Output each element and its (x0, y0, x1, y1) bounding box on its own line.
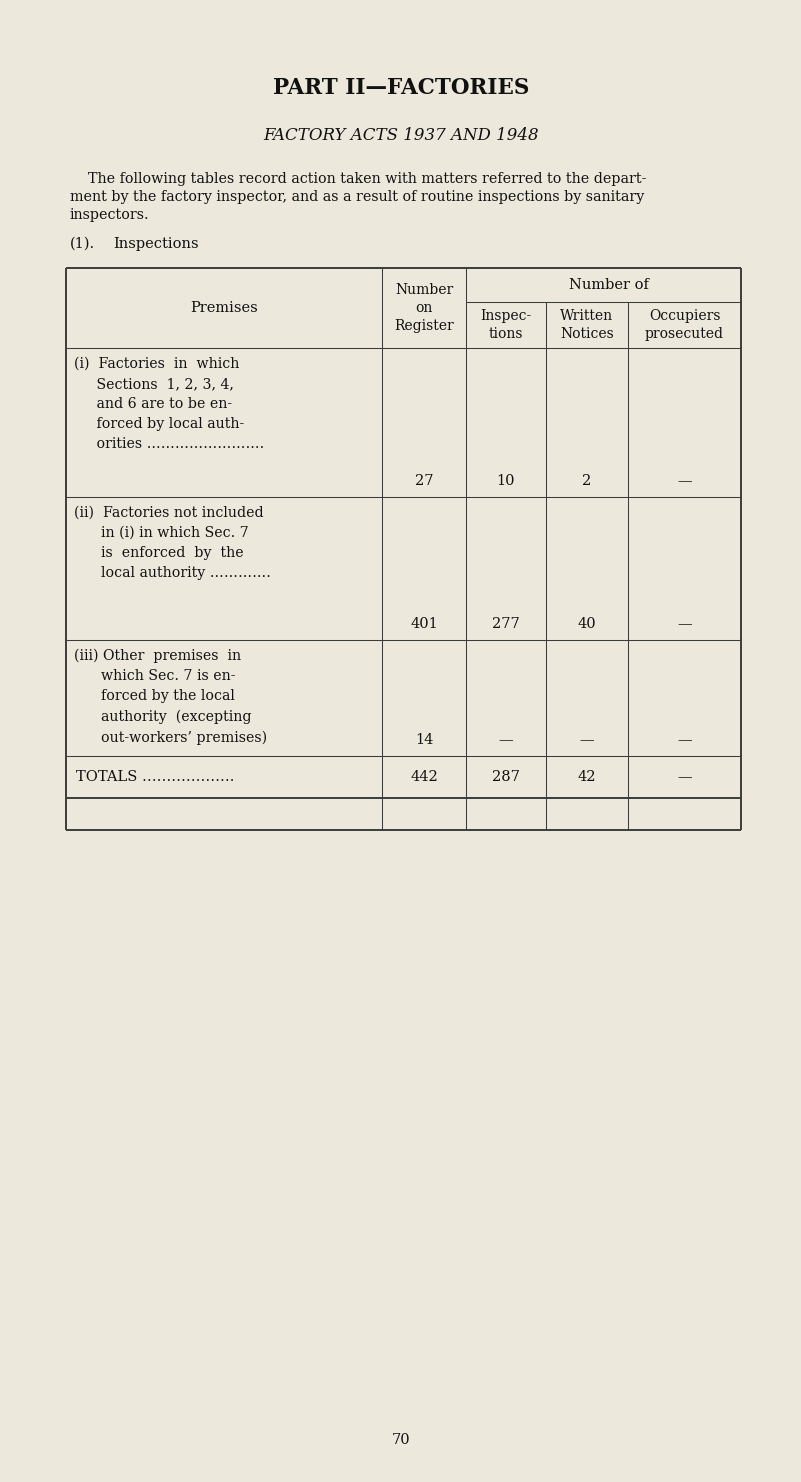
Text: 40: 40 (578, 617, 596, 631)
Text: 14: 14 (415, 734, 433, 747)
Text: 70: 70 (392, 1433, 410, 1446)
Text: —: — (580, 734, 594, 747)
Text: Occupiers
prosecuted: Occupiers prosecuted (645, 308, 724, 341)
Text: TOTALS ……………….: TOTALS ………………. (76, 771, 235, 784)
Text: (1).: (1). (70, 237, 95, 250)
Text: (ii)  Factories not included
      in (i) in which Sec. 7
      is  enforced  by: (ii) Factories not included in (i) in wh… (74, 505, 271, 579)
Text: The following tables record action taken with matters referred to the depart-: The following tables record action taken… (70, 172, 646, 187)
Text: Number
on
Register: Number on Register (394, 283, 454, 333)
Text: —: — (499, 734, 513, 747)
Text: Premises: Premises (190, 301, 258, 316)
Text: 10: 10 (497, 474, 515, 488)
Text: 401: 401 (410, 617, 438, 631)
Text: 2: 2 (582, 474, 592, 488)
Text: PART II—FACTORIES: PART II—FACTORIES (273, 77, 529, 99)
Text: inspectors.: inspectors. (70, 207, 150, 222)
Text: FACTORY ACTS 1937 AND 1948: FACTORY ACTS 1937 AND 1948 (264, 126, 539, 144)
Text: 27: 27 (415, 474, 433, 488)
Text: Number of: Number of (569, 279, 649, 292)
Text: ment by the factory inspector, and as a result of routine inspections by sanitar: ment by the factory inspector, and as a … (70, 190, 644, 205)
Text: Inspec-
tions: Inspec- tions (481, 308, 532, 341)
Text: 42: 42 (578, 771, 596, 784)
Text: Inspections: Inspections (113, 237, 199, 250)
Text: —: — (677, 617, 692, 631)
Text: (iii) Other  premises  in
      which Sec. 7 is en-
      forced by the local
  : (iii) Other premises in which Sec. 7 is … (74, 649, 267, 745)
Text: (i)  Factories  in  which
     Sections  1, 2, 3, 4,
     and 6 are to be en-
  : (i) Factories in which Sections 1, 2, 3,… (74, 357, 264, 451)
Text: —: — (677, 734, 692, 747)
Text: —: — (677, 474, 692, 488)
Text: 287: 287 (492, 771, 520, 784)
Text: 277: 277 (492, 617, 520, 631)
Text: Written
Notices: Written Notices (560, 308, 614, 341)
Text: —: — (677, 771, 692, 784)
Text: 442: 442 (410, 771, 438, 784)
